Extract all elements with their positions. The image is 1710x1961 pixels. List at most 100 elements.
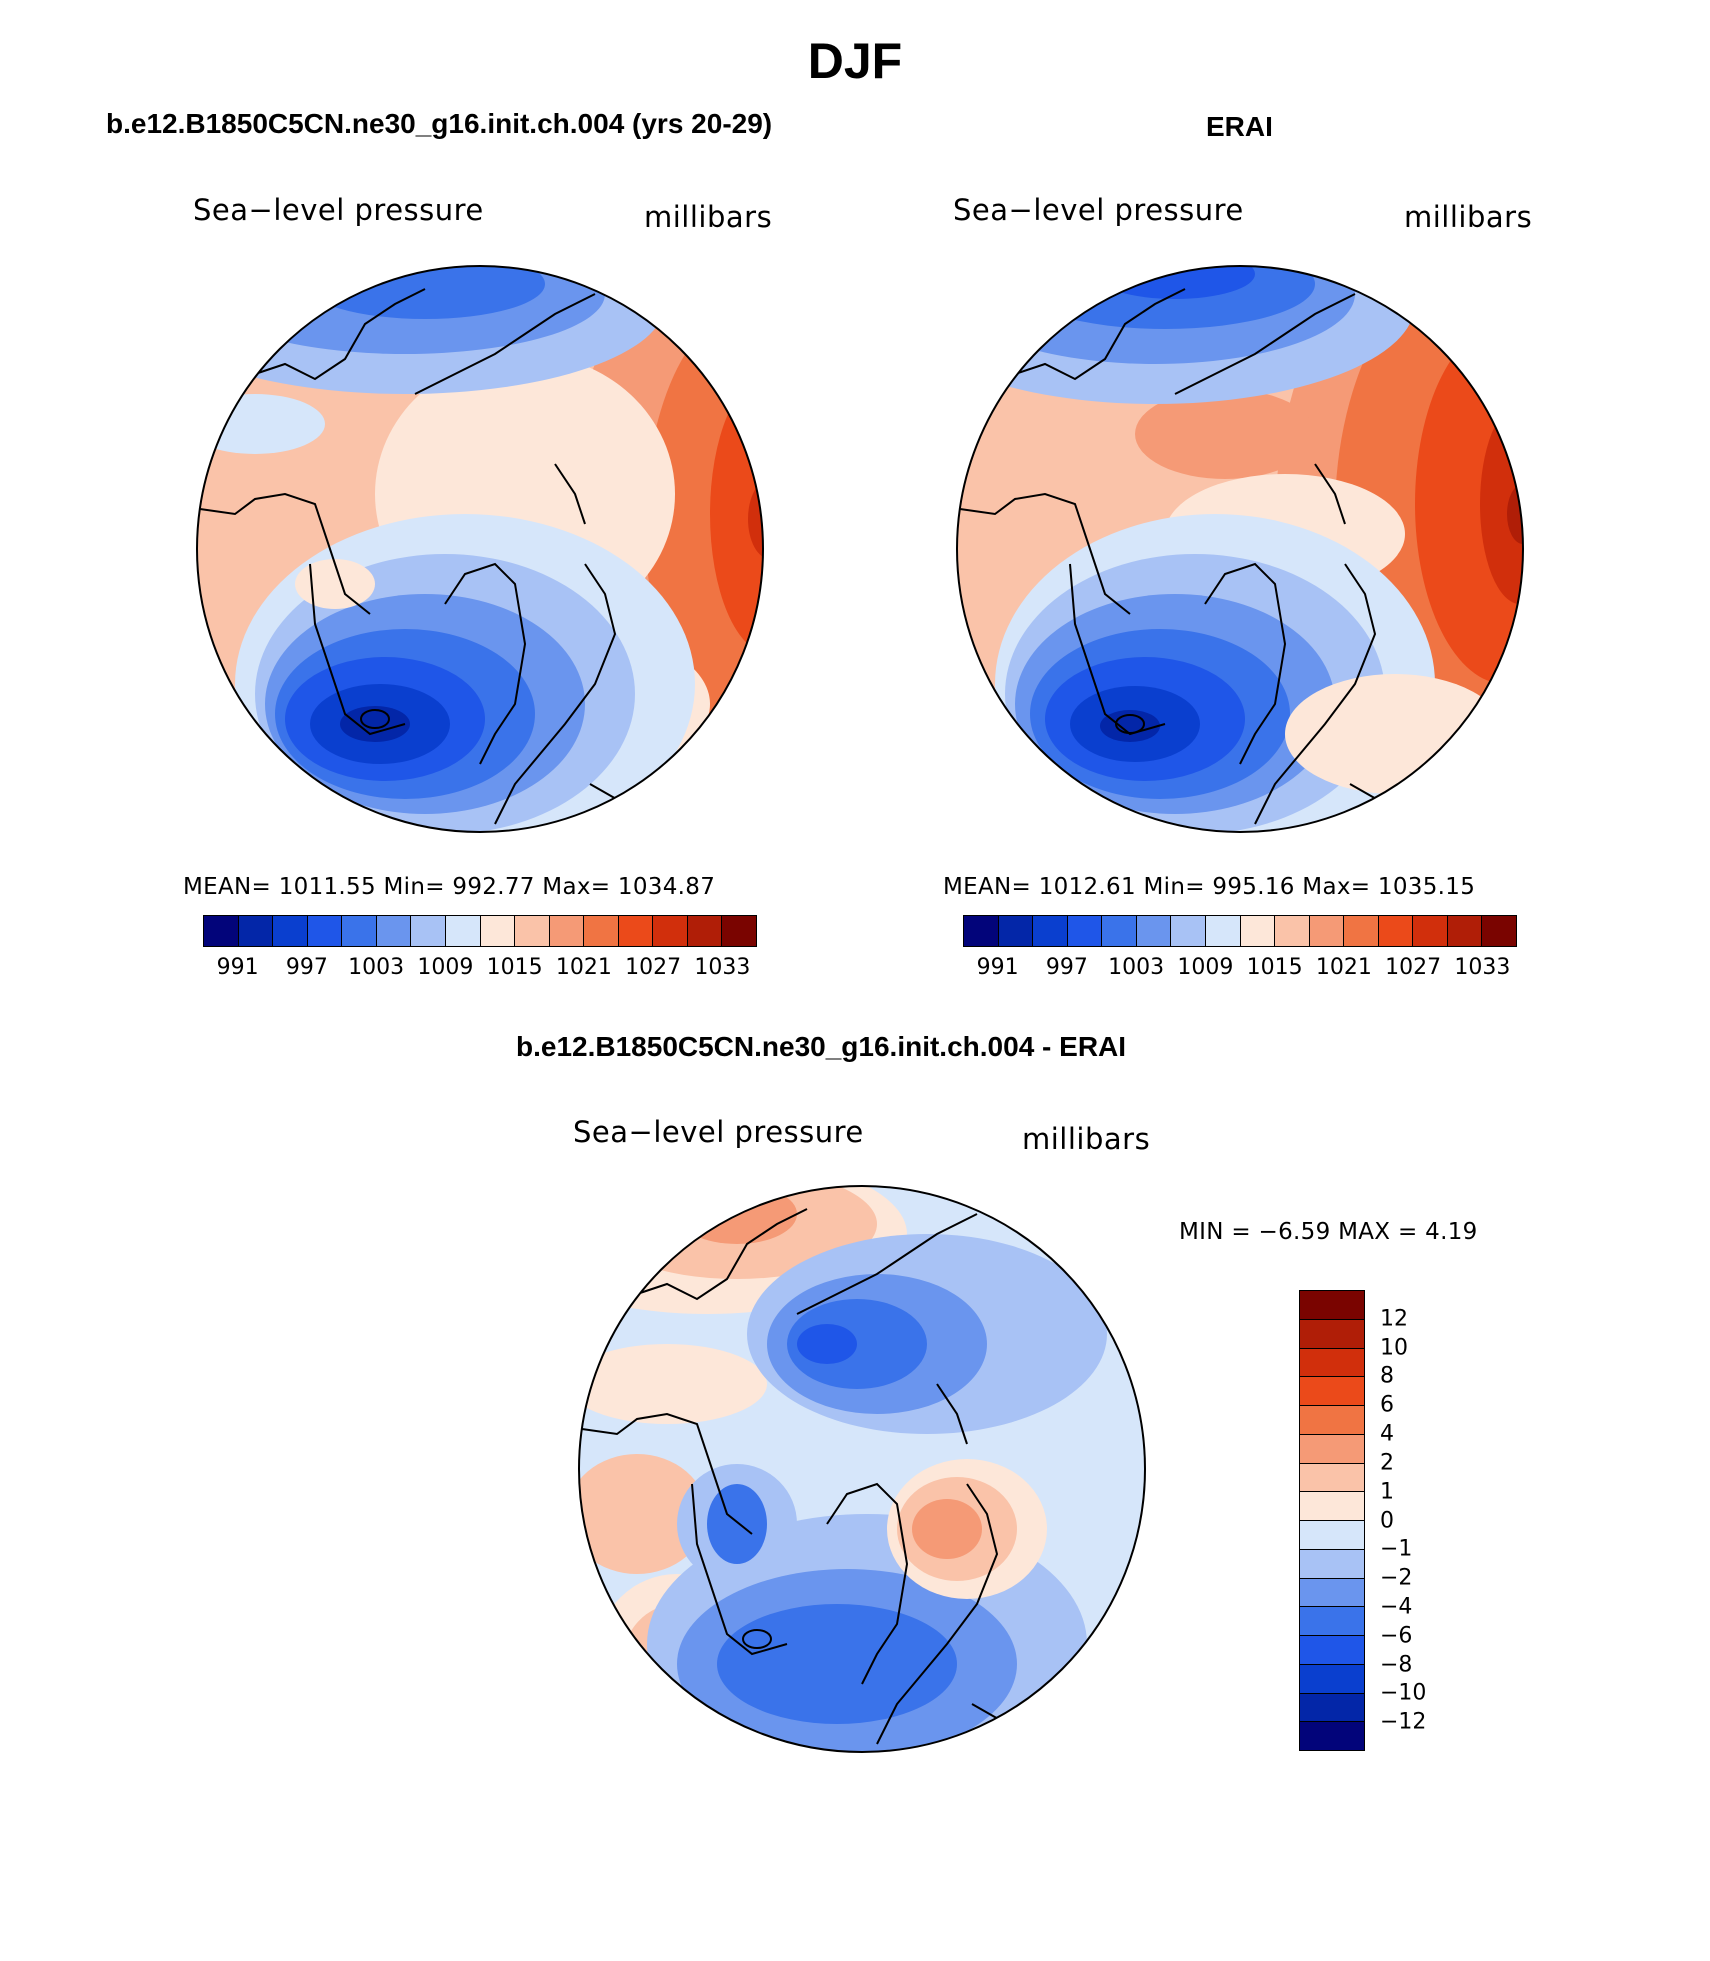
colorbar-swatch [618, 916, 654, 946]
colorbar-swatch [653, 916, 688, 946]
colorbar-swatch [1300, 1492, 1364, 1521]
colorbar-swatch [687, 916, 723, 946]
colorbar-tick-label: 1003 [348, 955, 405, 980]
colorbar-swatch [480, 916, 516, 946]
colorbar-tick-label: 8 [1380, 1363, 1394, 1389]
colorbar-tick-label: 1021 [1315, 955, 1372, 980]
colorbar-tick-label: 4 [1380, 1421, 1394, 1447]
diff-units-label: millibars [1022, 1122, 1151, 1156]
model-colorbar-ticks: 991 997 1003 1009 1015 1021 1027 1033 [203, 955, 757, 983]
colorbar-tick-label: 0 [1380, 1508, 1394, 1533]
colorbar-tick-label: 2 [1380, 1450, 1394, 1476]
colorbar-swatch [1300, 1578, 1364, 1608]
colorbar-swatch [204, 916, 239, 946]
colorbar-swatch [1300, 1722, 1364, 1750]
colorbar-swatch [1275, 916, 1310, 946]
colorbar-swatch [1344, 916, 1379, 946]
colorbar-tick-label: 10 [1380, 1335, 1408, 1361]
colorbar-swatch [1205, 916, 1241, 946]
colorbar-tick-label: 1033 [1454, 955, 1511, 980]
colorbar-swatch [1447, 916, 1483, 946]
colorbar-tick-label: 1 [1380, 1479, 1394, 1505]
colorbar-swatch [1033, 916, 1068, 946]
colorbar-tick-label: 1015 [1246, 955, 1303, 980]
colorbar-swatch [273, 916, 308, 946]
colorbar-tick-label: −2 [1380, 1565, 1413, 1591]
obs-panel-title: ERAI [1206, 111, 1273, 142]
colorbar-swatch [411, 916, 446, 946]
colorbar-swatch [1300, 1693, 1364, 1723]
colorbar-swatch [1300, 1406, 1364, 1435]
colorbar-swatch [1300, 1377, 1364, 1406]
colorbar-tick-label: 12 [1380, 1306, 1408, 1332]
colorbar-swatch [1300, 1319, 1364, 1349]
colorbar-swatch [1300, 1434, 1364, 1464]
colorbar-tick-label: 1021 [555, 955, 612, 980]
colorbar-swatch [1067, 916, 1103, 946]
colorbar-swatch [1300, 1607, 1364, 1636]
colorbar-tick-label: 6 [1380, 1392, 1394, 1418]
colorbar-swatch [1378, 916, 1414, 946]
model-stats: MEAN= 1011.55 Min= 992.77 Max= 1034.87 [183, 874, 716, 900]
colorbar-swatch [307, 916, 343, 946]
colorbar-tick-label: −12 [1380, 1709, 1427, 1735]
colorbar-swatch [549, 916, 585, 946]
colorbar-swatch [1300, 1549, 1364, 1579]
colorbar-swatch [1300, 1521, 1364, 1550]
model-colorbar [203, 915, 757, 947]
colorbar-tick-label: −1 [1380, 1536, 1413, 1562]
colorbar-swatch [584, 916, 619, 946]
obs-colorbar-ticks: 991 997 1003 1009 1015 1021 1027 1033 [963, 955, 1517, 983]
diff-colorbar-ticks: 12 10 8 6 4 2 1 0 −1 −2 −4 −6 −8 −10 −12 [1380, 1290, 1470, 1751]
colorbar-swatch [1413, 916, 1448, 946]
colorbar-swatch [238, 916, 274, 946]
colorbar-tick-label: 991 [216, 955, 259, 980]
obs-units-label: millibars [1404, 200, 1533, 234]
colorbar-tick-label: 997 [1045, 955, 1088, 980]
colorbar-tick-label: 1003 [1108, 955, 1165, 980]
colorbar-swatch [1482, 916, 1516, 946]
obs-variable-label: Sea−level pressure [953, 193, 1244, 227]
colorbar-tick-label: 1015 [486, 955, 543, 980]
colorbar-tick-label: −10 [1380, 1680, 1427, 1706]
diff-panel-title: b.e12.B1850C5CN.ne30_g16.init.ch.004 - E… [516, 1031, 1127, 1062]
colorbar-swatch [376, 916, 412, 946]
colorbar-swatch [1240, 916, 1276, 946]
colorbar-swatch [342, 916, 377, 946]
colorbar-swatch [998, 916, 1034, 946]
diff-variable-label: Sea−level pressure [573, 1115, 864, 1149]
colorbar-swatch [1102, 916, 1137, 946]
model-variable-label: Sea−level pressure [193, 193, 484, 227]
colorbar-swatch [445, 916, 481, 946]
obs-colorbar [963, 915, 1517, 947]
colorbar-tick-label: 1009 [1177, 955, 1234, 980]
model-units-label: millibars [644, 200, 773, 234]
colorbar-tick-label: 1027 [1385, 955, 1442, 980]
obs-polar-map [956, 265, 1524, 833]
colorbar-swatch [1300, 1463, 1364, 1493]
colorbar-swatch [722, 916, 756, 946]
colorbar-swatch [1300, 1664, 1364, 1694]
colorbar-tick-label: 1027 [625, 955, 682, 980]
colorbar-swatch [1309, 916, 1345, 946]
colorbar-swatch [1300, 1291, 1364, 1320]
colorbar-swatch [1136, 916, 1172, 946]
colorbar-tick-label: −4 [1380, 1594, 1413, 1620]
colorbar-swatch [1171, 916, 1206, 946]
colorbar-tick-label: 1009 [417, 955, 474, 980]
colorbar-swatch [515, 916, 550, 946]
colorbar-tick-label: 1033 [694, 955, 751, 980]
model-polar-map [196, 265, 764, 833]
colorbar-swatch [1300, 1348, 1364, 1378]
diff-stats: MIN = −6.59 MAX = 4.19 [1179, 1219, 1478, 1245]
colorbar-tick-label: 997 [285, 955, 328, 980]
colorbar-tick-label: −6 [1380, 1623, 1413, 1649]
colorbar-swatch [964, 916, 999, 946]
colorbar-swatch [1300, 1636, 1364, 1665]
diff-polar-map [578, 1185, 1146, 1753]
diff-colorbar [1299, 1290, 1365, 1751]
model-panel-title: b.e12.B1850C5CN.ne30_g16.init.ch.004 (yr… [106, 108, 773, 139]
colorbar-tick-label: −8 [1380, 1652, 1413, 1678]
obs-stats: MEAN= 1012.61 Min= 995.16 Max= 1035.15 [943, 874, 1476, 900]
colorbar-tick-label: 991 [976, 955, 1019, 980]
